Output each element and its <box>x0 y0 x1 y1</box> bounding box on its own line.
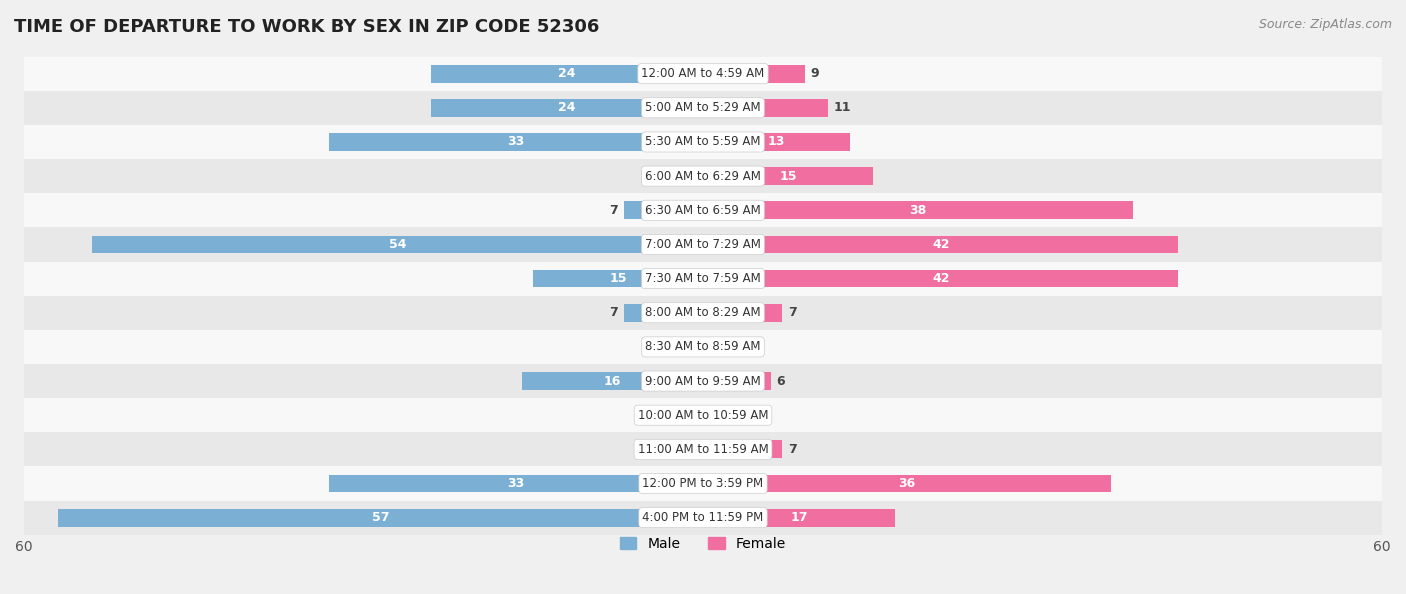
Bar <box>681 168 703 185</box>
Text: 15: 15 <box>779 170 797 182</box>
Bar <box>703 338 748 356</box>
Text: 7: 7 <box>609 307 619 319</box>
Bar <box>24 193 1382 228</box>
Bar <box>703 168 873 185</box>
Text: 6: 6 <box>776 375 785 387</box>
Text: 0: 0 <box>689 409 697 422</box>
Text: 24: 24 <box>558 67 576 80</box>
Text: 11:00 AM to 11:59 AM: 11:00 AM to 11:59 AM <box>638 443 768 456</box>
Bar <box>91 236 703 253</box>
Text: 7: 7 <box>609 204 619 217</box>
Text: 17: 17 <box>790 511 808 524</box>
Bar <box>24 364 1382 398</box>
Bar <box>24 159 1382 193</box>
Text: 8:30 AM to 8:59 AM: 8:30 AM to 8:59 AM <box>645 340 761 353</box>
Text: 15: 15 <box>609 272 627 285</box>
Text: TIME OF DEPARTURE TO WORK BY SEX IN ZIP CODE 52306: TIME OF DEPARTURE TO WORK BY SEX IN ZIP … <box>14 18 599 36</box>
Text: 10:00 AM to 10:59 AM: 10:00 AM to 10:59 AM <box>638 409 768 422</box>
Bar <box>24 501 1382 535</box>
Text: 3: 3 <box>742 409 751 422</box>
Bar <box>24 228 1382 261</box>
Bar <box>24 432 1382 466</box>
Bar <box>329 475 703 492</box>
Text: 8:00 AM to 8:29 AM: 8:00 AM to 8:29 AM <box>645 307 761 319</box>
Bar <box>24 398 1382 432</box>
Text: 6:00 AM to 6:29 AM: 6:00 AM to 6:29 AM <box>645 170 761 182</box>
Bar <box>24 466 1382 501</box>
Text: 4:00 PM to 11:59 PM: 4:00 PM to 11:59 PM <box>643 511 763 524</box>
Text: 33: 33 <box>508 477 524 490</box>
Bar <box>703 475 1111 492</box>
Text: 57: 57 <box>371 511 389 524</box>
Bar <box>24 91 1382 125</box>
Text: 9: 9 <box>810 67 820 80</box>
Text: 36: 36 <box>898 477 915 490</box>
Bar <box>522 372 703 390</box>
Bar <box>703 65 804 83</box>
Text: 0: 0 <box>689 340 697 353</box>
Text: 24: 24 <box>558 102 576 114</box>
Text: 12:00 AM to 4:59 AM: 12:00 AM to 4:59 AM <box>641 67 765 80</box>
Bar <box>703 406 737 424</box>
Bar <box>703 133 851 151</box>
Bar <box>24 125 1382 159</box>
Text: 16: 16 <box>603 375 621 387</box>
Bar <box>624 201 703 219</box>
Bar <box>703 441 782 458</box>
Text: 7: 7 <box>787 307 797 319</box>
Bar <box>329 133 703 151</box>
Text: 7: 7 <box>787 443 797 456</box>
Bar <box>703 509 896 526</box>
Text: 5:30 AM to 5:59 AM: 5:30 AM to 5:59 AM <box>645 135 761 148</box>
Bar <box>703 201 1133 219</box>
Text: 0: 0 <box>689 443 697 456</box>
Text: 5:00 AM to 5:29 AM: 5:00 AM to 5:29 AM <box>645 102 761 114</box>
Text: 38: 38 <box>910 204 927 217</box>
Text: 6:30 AM to 6:59 AM: 6:30 AM to 6:59 AM <box>645 204 761 217</box>
Text: 13: 13 <box>768 135 786 148</box>
Bar <box>24 330 1382 364</box>
Bar <box>58 509 703 526</box>
Bar <box>432 65 703 83</box>
Text: 12:00 PM to 3:59 PM: 12:00 PM to 3:59 PM <box>643 477 763 490</box>
Bar <box>432 99 703 116</box>
Text: 11: 11 <box>834 102 851 114</box>
Text: 9:00 AM to 9:59 AM: 9:00 AM to 9:59 AM <box>645 375 761 387</box>
Bar <box>703 304 782 321</box>
Bar <box>703 236 1178 253</box>
Bar <box>533 270 703 287</box>
Text: 54: 54 <box>388 238 406 251</box>
Text: 33: 33 <box>508 135 524 148</box>
Bar <box>24 296 1382 330</box>
Text: 2: 2 <box>666 170 675 182</box>
Bar <box>703 99 828 116</box>
Bar <box>24 56 1382 91</box>
Text: 7:30 AM to 7:59 AM: 7:30 AM to 7:59 AM <box>645 272 761 285</box>
Bar <box>624 304 703 321</box>
Legend: Male, Female: Male, Female <box>614 532 792 557</box>
Text: 42: 42 <box>932 272 949 285</box>
Bar <box>703 270 1178 287</box>
Text: 42: 42 <box>932 238 949 251</box>
Text: Source: ZipAtlas.com: Source: ZipAtlas.com <box>1258 18 1392 31</box>
Text: 4: 4 <box>754 340 762 353</box>
Bar <box>24 261 1382 296</box>
Text: 7:00 AM to 7:29 AM: 7:00 AM to 7:29 AM <box>645 238 761 251</box>
Bar <box>703 372 770 390</box>
